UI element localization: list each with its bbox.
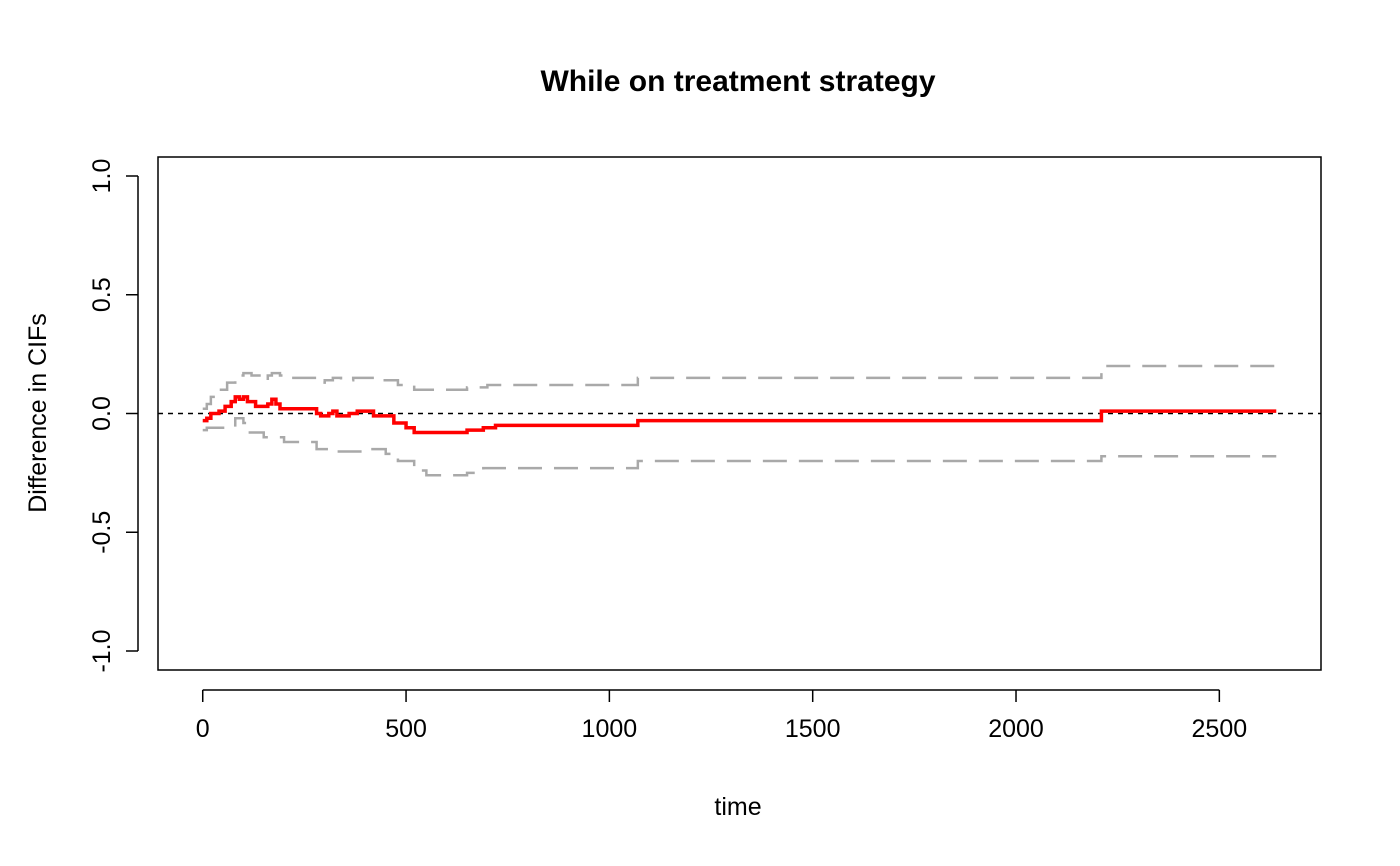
y-tick-label: 0.5 [88, 277, 116, 312]
y-axis: -1.0 -0.5 0.0 0.5 1.0 [88, 159, 139, 673]
x-tick-label: 2000 [988, 715, 1044, 743]
series-lower-bound [202, 417, 1277, 477]
chart-title: While on treatment strategy [540, 65, 935, 98]
y-tick-label: -0.5 [88, 511, 116, 554]
series-layer [158, 364, 1321, 477]
x-axis: 0 500 1000 1500 2000 2500 [196, 689, 1248, 743]
series-upper-bound [202, 364, 1277, 410]
x-axis-label: time [714, 793, 761, 821]
x-tick-label: 0 [196, 715, 210, 743]
x-tick-label: 1000 [582, 715, 638, 743]
y-axis-label: Difference in CIFs [24, 313, 52, 513]
y-tick-label: 1.0 [88, 159, 116, 194]
x-tick-label: 1500 [785, 715, 841, 743]
y-tick-label: -1.0 [88, 629, 116, 672]
x-tick-label: 2500 [1192, 715, 1248, 743]
series-estimate [202, 395, 1277, 435]
x-tick-label: 500 [385, 715, 427, 743]
y-tick-label: 0.0 [88, 396, 116, 431]
